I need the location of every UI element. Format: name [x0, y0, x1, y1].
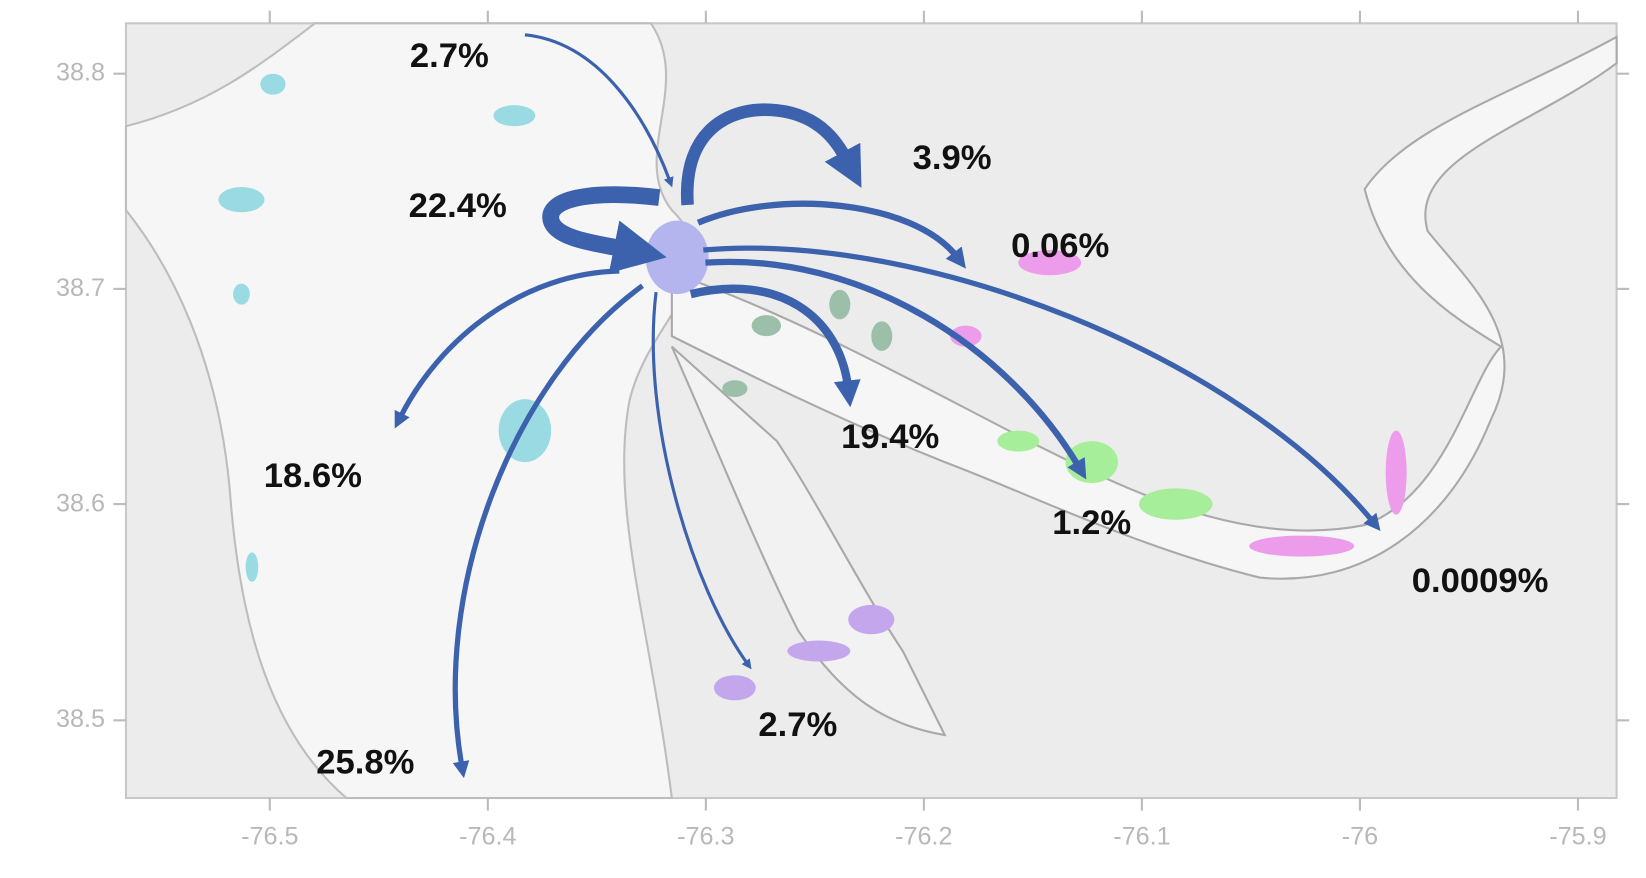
x-tick-label: -76.1 — [1113, 823, 1170, 851]
x-tick-label: -76 — [1342, 823, 1378, 851]
flow-label: 22.4% — [409, 187, 507, 225]
flow-arrows — [394, 33, 1381, 779]
river-water — [670, 35, 1618, 580]
seagrass-upriver — [950, 250, 1407, 557]
y-tick-label: 38.5 — [56, 705, 105, 733]
seagrass-south — [713, 604, 895, 701]
seagrass-mid — [722, 289, 893, 398]
flow-label: 3.9% — [913, 139, 992, 177]
y-tick-label: 38.6 — [56, 489, 105, 517]
flow-label: 2.7% — [758, 706, 837, 744]
flow-label: 0.06% — [1011, 227, 1109, 265]
y-tick-label: 38.8 — [56, 58, 105, 86]
flow-label: 19.4% — [841, 418, 939, 456]
x-tick-label: -76.2 — [895, 823, 952, 851]
flow-label: 25.8% — [316, 744, 414, 782]
flow-label: 18.6% — [264, 457, 362, 495]
flow-label: 1.2% — [1052, 504, 1131, 542]
seagrass-river — [997, 430, 1213, 520]
flow-label: 2.7% — [410, 37, 489, 75]
x-tick-label: -76.4 — [459, 823, 516, 851]
y-tick-label: 38.7 — [56, 274, 105, 302]
flow-label: 0.0009% — [1412, 562, 1549, 600]
x-tick-label: -76.3 — [677, 823, 734, 851]
creek — [670, 345, 947, 737]
x-tick-label: -76.5 — [241, 823, 298, 851]
source-area — [645, 220, 709, 295]
x-tick-label: -75.9 — [1549, 823, 1606, 851]
axis-ticks — [113, 72, 1630, 722]
